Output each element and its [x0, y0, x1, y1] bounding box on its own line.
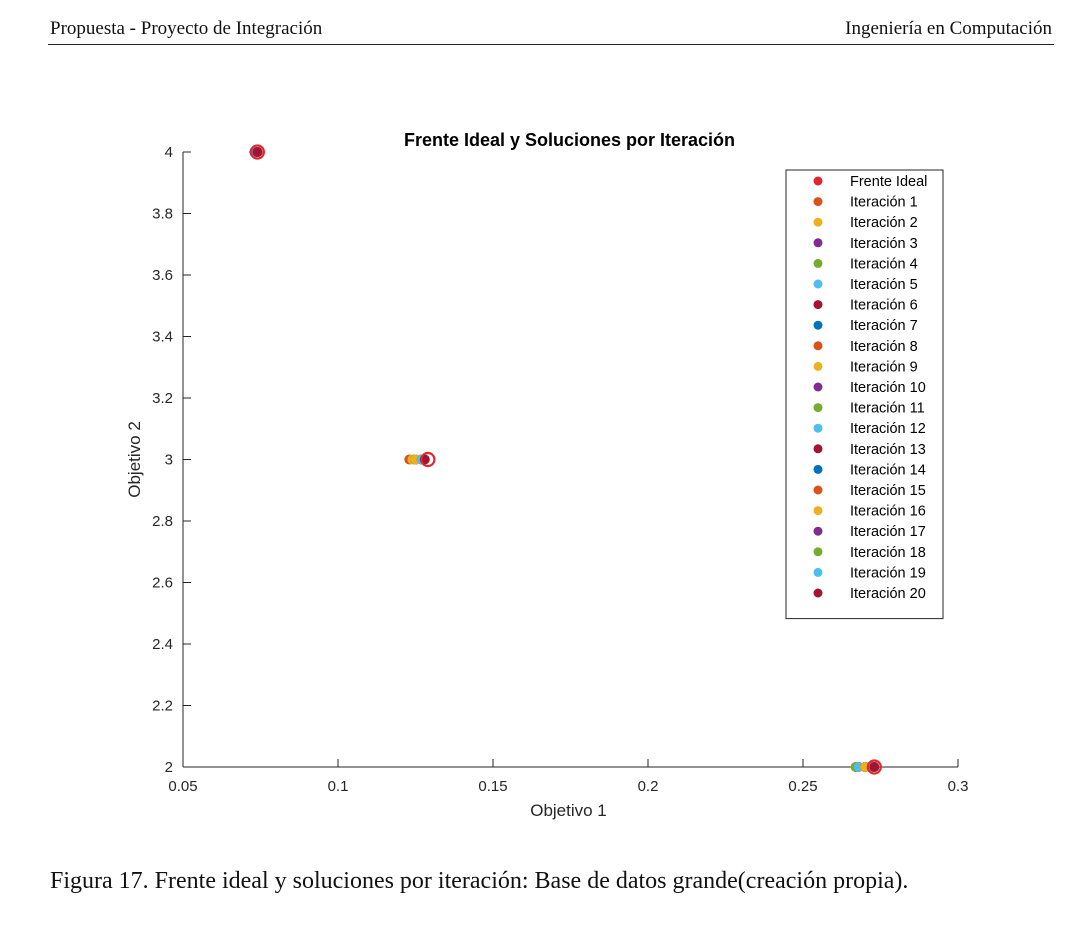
- y-tick-label: 3.4: [152, 329, 173, 346]
- legend-marker: [813, 444, 823, 454]
- legend-label: Iteración 18: [850, 545, 926, 561]
- legend-label: Iteración 17: [850, 524, 926, 540]
- legend-marker: [813, 526, 823, 536]
- legend-label: Iteración 15: [850, 483, 926, 499]
- x-tick-label: 0.25: [788, 778, 817, 795]
- y-tick-label: 4: [165, 144, 173, 161]
- data-point-iteracion-20: [252, 147, 263, 157]
- legend-marker: [813, 423, 823, 433]
- legend-label: Iteración 20: [850, 586, 926, 602]
- legend-label: Iteración 7: [850, 318, 918, 334]
- legend-marker: [813, 567, 823, 577]
- legend-marker: [813, 258, 823, 268]
- legend-marker: [813, 361, 823, 371]
- header-rule: [48, 44, 1054, 45]
- legend-label: Iteración 11: [850, 401, 925, 417]
- legend-label: Iteración 16: [850, 504, 926, 520]
- y-tick-label: 2.8: [152, 513, 173, 530]
- legend-marker: [813, 197, 823, 207]
- y-tick-label: 3.6: [152, 267, 173, 284]
- y-axis-label: Objetivo 2: [125, 421, 144, 498]
- legend-label: Iteración 6: [850, 298, 918, 314]
- legend-marker: [813, 238, 823, 248]
- page-header-left: Propuesta - Proyecto de Integración: [50, 18, 323, 39]
- x-tick-label: 0.1: [328, 778, 349, 795]
- x-axis-label: Objetivo 1: [530, 801, 607, 820]
- y-tick-label: 2: [165, 759, 173, 776]
- legend-label: Iteración 12: [850, 421, 926, 437]
- data-point-frente-ideal: [420, 451, 436, 468]
- legend-label: Iteración 5: [850, 277, 918, 293]
- data-point-iteracion-20: [869, 762, 880, 772]
- legend-box: [785, 169, 944, 620]
- legend-label: Iteración 8: [850, 339, 918, 355]
- legend-marker: [813, 382, 823, 392]
- legend-label: Frente Ideal: [850, 174, 927, 190]
- figure-caption: Figura 17. Frente ideal y soluciones por…: [50, 868, 909, 894]
- legend-label: Iteración 4: [850, 256, 918, 272]
- legend-label: Iteración 9: [850, 359, 918, 375]
- data-point-frente-ideal: [866, 759, 882, 775]
- legend-marker: [813, 547, 823, 557]
- x-tick-label: 0.05: [168, 778, 197, 795]
- y-tick-label: 2.4: [152, 636, 173, 653]
- legend-label: Iteración 19: [850, 565, 926, 581]
- legend-label: Iteración 13: [850, 442, 926, 458]
- legend-label: Iteración 2: [850, 215, 918, 231]
- legend-marker: [813, 300, 823, 310]
- chart-title: Frente Ideal y Soluciones por Iteración: [404, 130, 735, 150]
- legend-marker: [813, 464, 823, 474]
- x-tick-label: 0.15: [478, 778, 507, 795]
- page-header-right: Ingeniería en Computación: [845, 18, 1052, 39]
- scatter-chart: 0.05 0.1 0.15 0.2 0.25 0.3 2 2.2 2.4 2.6 2.8 3 3.2 3.…: [125, 130, 969, 820]
- y-tick-label: 2.2: [152, 698, 173, 715]
- legend-label: Iteración 10: [850, 380, 926, 396]
- legend-marker: [813, 588, 823, 598]
- y-tick-label: 2.6: [152, 575, 173, 592]
- legend-label: Iteración 1: [850, 195, 918, 211]
- legend-label: Iteración 3: [850, 236, 918, 252]
- legend-marker: [813, 485, 823, 495]
- legend-marker: [813, 217, 823, 227]
- legend-marker: [813, 279, 823, 289]
- y-tick-label: 3.2: [152, 390, 173, 407]
- y-tick-label: 3: [165, 452, 173, 469]
- data-point-frente-ideal: [249, 144, 265, 160]
- y-tick-label: 3.8: [152, 206, 173, 223]
- legend-marker: [813, 341, 823, 351]
- legend-marker: [813, 176, 823, 186]
- legend-marker: [813, 506, 823, 516]
- legend-marker: [813, 320, 823, 330]
- x-tick-label: 0.2: [638, 778, 659, 795]
- legend-marker: [813, 403, 823, 413]
- legend-label: Iteración 14: [850, 462, 926, 478]
- x-tick-label: 0.3: [948, 778, 969, 795]
